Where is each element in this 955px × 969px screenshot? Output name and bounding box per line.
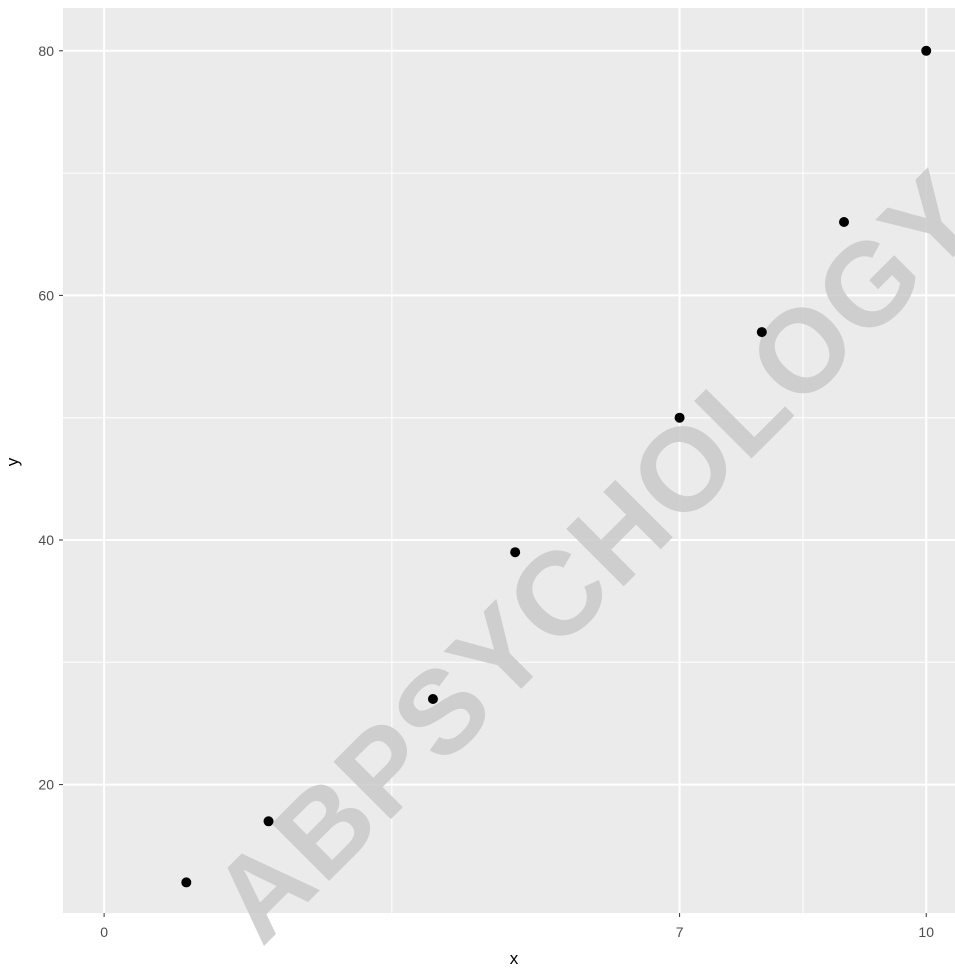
data-point bbox=[839, 217, 850, 228]
data-point bbox=[427, 693, 438, 704]
data-point bbox=[756, 327, 767, 338]
y-tick-label: 20 bbox=[38, 777, 54, 793]
y-axis-title: y bbox=[3, 457, 22, 466]
y-axis-ticks: 20 40 60 80 bbox=[38, 43, 63, 793]
x-tick-label: 0 bbox=[100, 924, 108, 940]
data-point bbox=[674, 412, 685, 423]
plot-panel bbox=[63, 8, 955, 913]
x-tick-label: 10 bbox=[918, 924, 934, 940]
x-axis-title: x bbox=[510, 949, 519, 968]
data-points bbox=[181, 45, 932, 888]
x-axis-ticks: 0 7 10 bbox=[100, 913, 934, 940]
data-point bbox=[921, 45, 932, 56]
minor-gridlines bbox=[63, 8, 955, 913]
data-point bbox=[510, 547, 521, 558]
data-point bbox=[263, 816, 274, 827]
x-tick-label: 7 bbox=[676, 924, 684, 940]
y-tick-label: 40 bbox=[38, 532, 54, 548]
y-tick-label: 60 bbox=[38, 287, 54, 303]
major-gridlines bbox=[63, 8, 955, 913]
y-tick-label: 80 bbox=[38, 43, 54, 59]
data-point bbox=[181, 877, 192, 888]
